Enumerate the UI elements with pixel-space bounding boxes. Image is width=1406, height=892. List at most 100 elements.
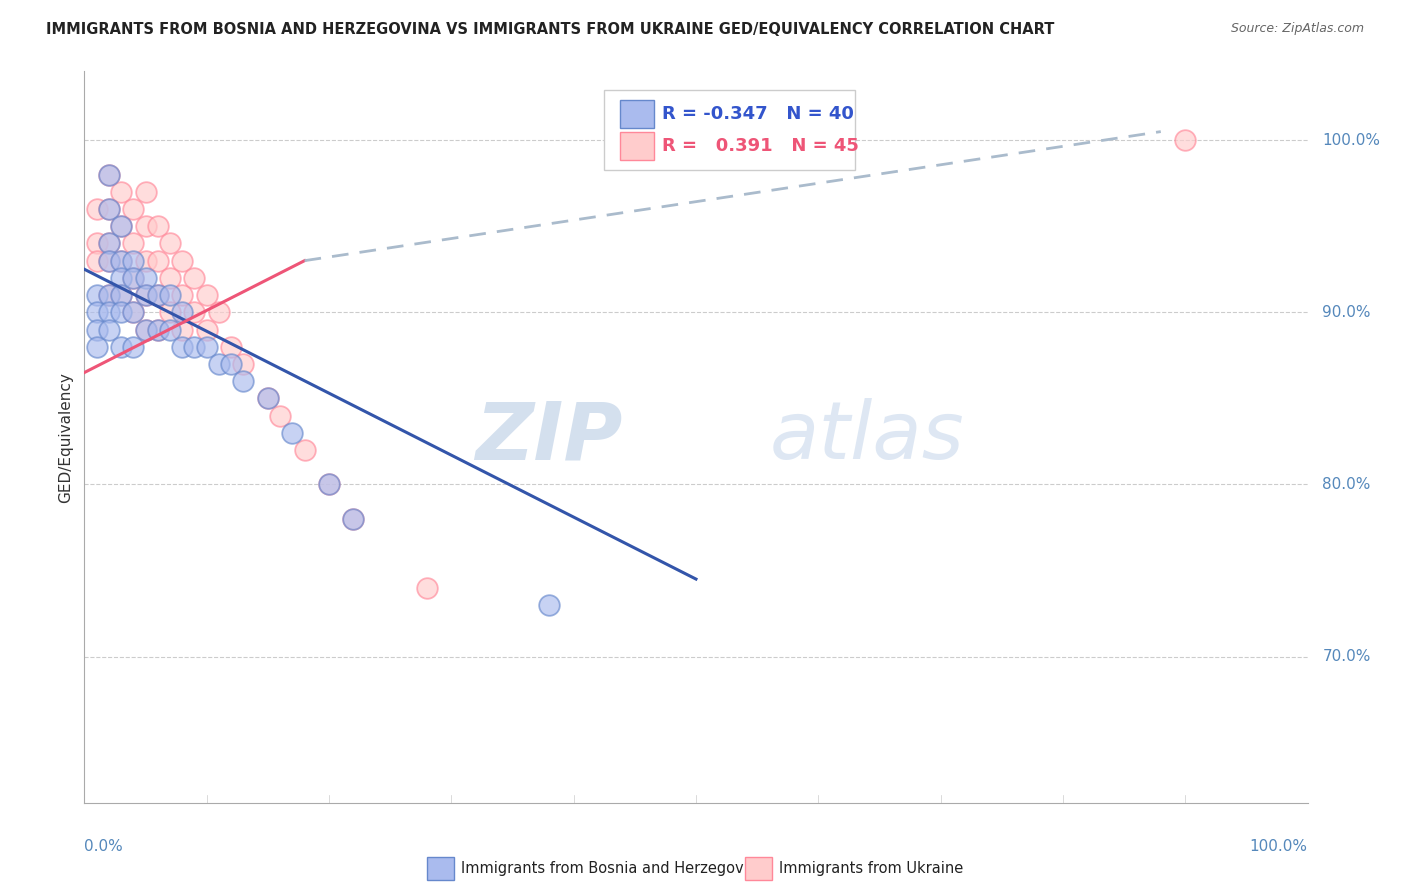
- Point: [110, 305, 132, 319]
- Point: [135, 288, 157, 302]
- Point: [97, 288, 120, 302]
- Point: [146, 253, 169, 268]
- Point: [135, 271, 157, 285]
- Point: [269, 409, 291, 423]
- Point: [172, 253, 194, 268]
- Point: [97, 305, 120, 319]
- Point: [110, 288, 132, 302]
- Point: [232, 374, 254, 388]
- Text: R = -0.347   N = 40: R = -0.347 N = 40: [662, 104, 853, 123]
- Point: [159, 288, 181, 302]
- Point: [110, 185, 132, 199]
- Point: [257, 392, 280, 406]
- Point: [195, 340, 218, 354]
- Point: [122, 202, 145, 216]
- Point: [146, 322, 169, 336]
- Point: [122, 340, 145, 354]
- Text: R =   0.391   N = 45: R = 0.391 N = 45: [662, 137, 859, 155]
- Point: [1174, 133, 1197, 147]
- Point: [86, 236, 108, 251]
- Point: [219, 357, 242, 371]
- Point: [97, 202, 120, 216]
- Text: 100.0%: 100.0%: [1250, 839, 1308, 855]
- Point: [97, 236, 120, 251]
- Point: [195, 322, 218, 336]
- Point: [146, 322, 169, 336]
- Point: [318, 477, 340, 491]
- Point: [135, 322, 157, 336]
- FancyBboxPatch shape: [745, 857, 772, 880]
- Point: [110, 219, 132, 234]
- Point: [146, 219, 169, 234]
- Point: [538, 598, 561, 612]
- Point: [122, 271, 145, 285]
- Point: [97, 322, 120, 336]
- Point: [135, 219, 157, 234]
- Point: [172, 288, 194, 302]
- Point: [86, 305, 108, 319]
- FancyBboxPatch shape: [427, 857, 454, 880]
- Point: [135, 253, 157, 268]
- Text: 70.0%: 70.0%: [1322, 649, 1371, 664]
- Point: [281, 425, 304, 440]
- Point: [86, 322, 108, 336]
- Point: [195, 288, 218, 302]
- FancyBboxPatch shape: [620, 132, 654, 160]
- Point: [110, 253, 132, 268]
- Text: ZIP: ZIP: [475, 398, 623, 476]
- Text: Source: ZipAtlas.com: Source: ZipAtlas.com: [1230, 22, 1364, 36]
- Point: [172, 340, 194, 354]
- Point: [159, 271, 181, 285]
- Text: IMMIGRANTS FROM BOSNIA AND HERZEGOVINA VS IMMIGRANTS FROM UKRAINE GED/EQUIVALENC: IMMIGRANTS FROM BOSNIA AND HERZEGOVINA V…: [46, 22, 1054, 37]
- Point: [97, 236, 120, 251]
- Point: [172, 305, 194, 319]
- Y-axis label: GED/Equivalency: GED/Equivalency: [58, 372, 73, 502]
- Point: [110, 340, 132, 354]
- Point: [146, 288, 169, 302]
- Text: atlas: atlas: [769, 398, 965, 476]
- Point: [110, 253, 132, 268]
- Point: [97, 202, 120, 216]
- Text: Immigrants from Ukraine: Immigrants from Ukraine: [779, 861, 963, 876]
- Point: [294, 442, 316, 457]
- Point: [86, 202, 108, 216]
- Point: [110, 271, 132, 285]
- Point: [97, 168, 120, 182]
- Point: [159, 322, 181, 336]
- Point: [146, 288, 169, 302]
- Point: [97, 288, 120, 302]
- Point: [97, 253, 120, 268]
- Point: [110, 219, 132, 234]
- Point: [342, 512, 364, 526]
- Point: [97, 168, 120, 182]
- Point: [122, 305, 145, 319]
- Point: [122, 305, 145, 319]
- Point: [135, 288, 157, 302]
- Point: [86, 253, 108, 268]
- Point: [122, 271, 145, 285]
- Text: Immigrants from Bosnia and Herzegovina: Immigrants from Bosnia and Herzegovina: [461, 861, 766, 876]
- Point: [183, 305, 205, 319]
- Point: [183, 271, 205, 285]
- Point: [122, 236, 145, 251]
- Point: [318, 477, 340, 491]
- Point: [208, 357, 231, 371]
- Text: 100.0%: 100.0%: [1322, 133, 1381, 148]
- FancyBboxPatch shape: [620, 100, 654, 128]
- Point: [97, 253, 120, 268]
- Point: [159, 305, 181, 319]
- Point: [135, 322, 157, 336]
- Point: [416, 581, 439, 595]
- Point: [122, 253, 145, 268]
- Point: [342, 512, 364, 526]
- Text: 80.0%: 80.0%: [1322, 477, 1371, 491]
- Point: [86, 288, 108, 302]
- Point: [208, 305, 231, 319]
- Point: [159, 236, 181, 251]
- Point: [86, 340, 108, 354]
- FancyBboxPatch shape: [605, 90, 855, 170]
- Point: [183, 340, 205, 354]
- Point: [110, 288, 132, 302]
- Point: [219, 340, 242, 354]
- Point: [172, 322, 194, 336]
